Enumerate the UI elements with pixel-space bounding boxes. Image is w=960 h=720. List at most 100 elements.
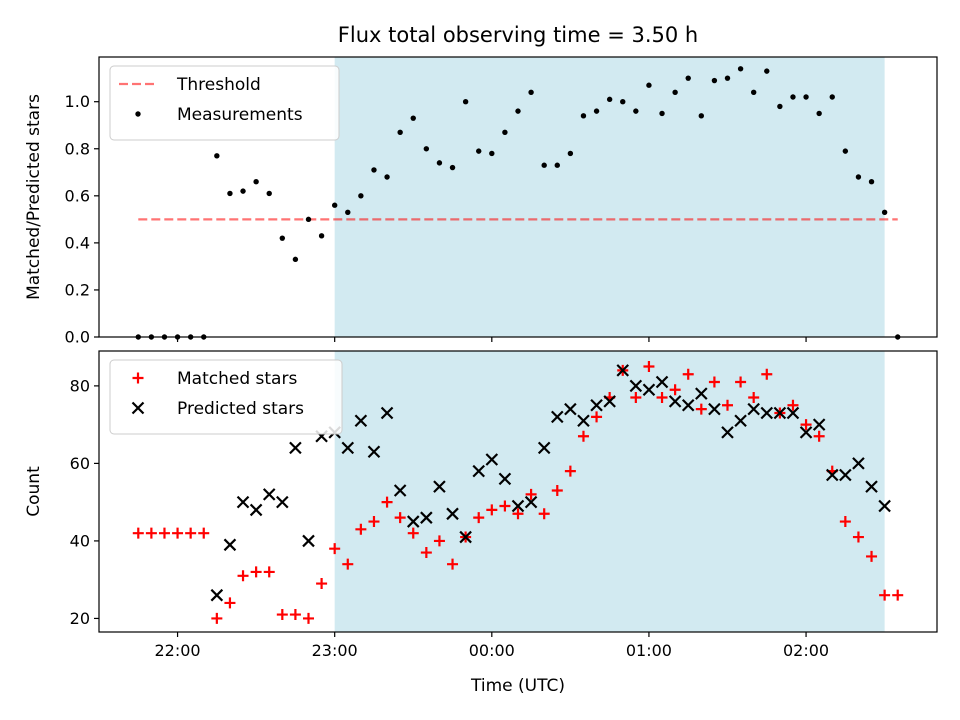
data-point — [318, 233, 325, 239]
count-panel: 20 40 60 80 22:00 23:00 00:00 01:00 02:00 Count Ma… — [24, 350, 938, 660]
data-point — [224, 597, 236, 609]
data-point — [132, 527, 144, 539]
data-point — [812, 418, 826, 431]
data-point — [721, 426, 734, 439]
data-point — [236, 495, 250, 509]
data-point — [881, 209, 888, 215]
data-point — [303, 612, 314, 624]
data-point — [358, 193, 364, 199]
data-point — [656, 392, 668, 404]
data-point — [777, 103, 783, 110]
data-point — [289, 441, 302, 455]
data-point — [790, 94, 796, 100]
data-point — [842, 148, 849, 154]
data-point — [852, 531, 864, 543]
data-point — [708, 376, 720, 388]
data-point — [393, 484, 407, 497]
data-point — [354, 414, 368, 428]
data-point — [289, 609, 301, 621]
data-point — [250, 566, 262, 578]
data-point — [486, 504, 498, 516]
data-point — [316, 578, 328, 590]
data-point — [249, 503, 263, 517]
data-point — [158, 527, 170, 539]
data-point — [227, 190, 233, 197]
data-point — [420, 511, 433, 524]
data-point — [449, 164, 456, 171]
data-point — [397, 129, 403, 135]
data-point — [698, 113, 705, 119]
data-point — [829, 94, 835, 100]
data-point — [551, 485, 563, 497]
ratio-panel: 0.0 0.2 0.4 0.6 0.8 1.0 Matched/Predicted star… — [24, 56, 938, 347]
data-point — [711, 77, 718, 84]
data-point — [538, 508, 550, 520]
y-tick-label: 0.2 — [65, 280, 90, 299]
data-point — [276, 609, 288, 621]
legend-item: Measurements — [135, 105, 303, 125]
data-point — [748, 392, 760, 404]
data-point — [472, 464, 485, 478]
data-point — [839, 468, 852, 482]
data-point — [750, 89, 757, 95]
y-tick-label: 0.4 — [65, 233, 90, 252]
data-point — [511, 499, 525, 513]
data-point — [865, 480, 878, 493]
data-point — [593, 108, 600, 114]
data-point — [773, 406, 787, 420]
data-point — [682, 368, 694, 380]
x-tick-label: 22:00 — [155, 641, 201, 660]
data-point — [672, 89, 678, 95]
data-point — [266, 190, 272, 197]
data-point — [655, 375, 669, 389]
y-axis-label: Count — [24, 466, 44, 517]
legend-box — [109, 359, 343, 435]
data-point — [708, 402, 721, 416]
data-point — [525, 488, 537, 500]
data-point — [630, 392, 642, 404]
data-point — [892, 589, 904, 601]
data-point — [237, 570, 249, 582]
data-point — [591, 411, 603, 423]
data-point — [695, 403, 707, 415]
data-point — [459, 530, 472, 544]
legend-label: Threshold — [176, 75, 261, 95]
data-point — [499, 500, 511, 512]
data-point — [825, 468, 839, 482]
data-point — [406, 515, 420, 528]
data-point — [866, 550, 878, 562]
data-point — [868, 179, 875, 185]
legend-label: Measurements — [177, 105, 303, 125]
x-tick-label: 01:00 — [626, 641, 672, 660]
data-point — [210, 588, 224, 602]
data-point — [211, 612, 223, 624]
data-point — [760, 406, 774, 420]
data-point — [380, 406, 394, 420]
data-point — [371, 167, 377, 173]
data-point — [603, 395, 616, 408]
legend-label: Predicted stars — [177, 399, 304, 419]
data-point — [292, 256, 299, 263]
data-point — [855, 174, 862, 180]
data-point — [198, 527, 210, 539]
data-point — [446, 507, 459, 521]
data-point — [524, 495, 538, 509]
data-point — [734, 414, 747, 428]
data-point — [564, 402, 577, 416]
y-tick-label: 0.8 — [65, 139, 90, 158]
data-point — [577, 430, 589, 442]
chart-title: Flux total observing time = 3.50 h — [338, 23, 698, 47]
data-point — [355, 523, 367, 535]
data-point — [367, 445, 381, 459]
data-point — [462, 99, 469, 105]
data-point — [381, 496, 393, 508]
data-point — [223, 538, 237, 552]
data-point — [436, 160, 443, 166]
data-point — [580, 113, 587, 119]
legend-swatch — [135, 111, 141, 117]
data-point — [669, 384, 681, 396]
data-point — [685, 75, 691, 81]
data-point — [737, 66, 744, 72]
data-point — [695, 387, 708, 400]
data-point — [541, 162, 547, 168]
